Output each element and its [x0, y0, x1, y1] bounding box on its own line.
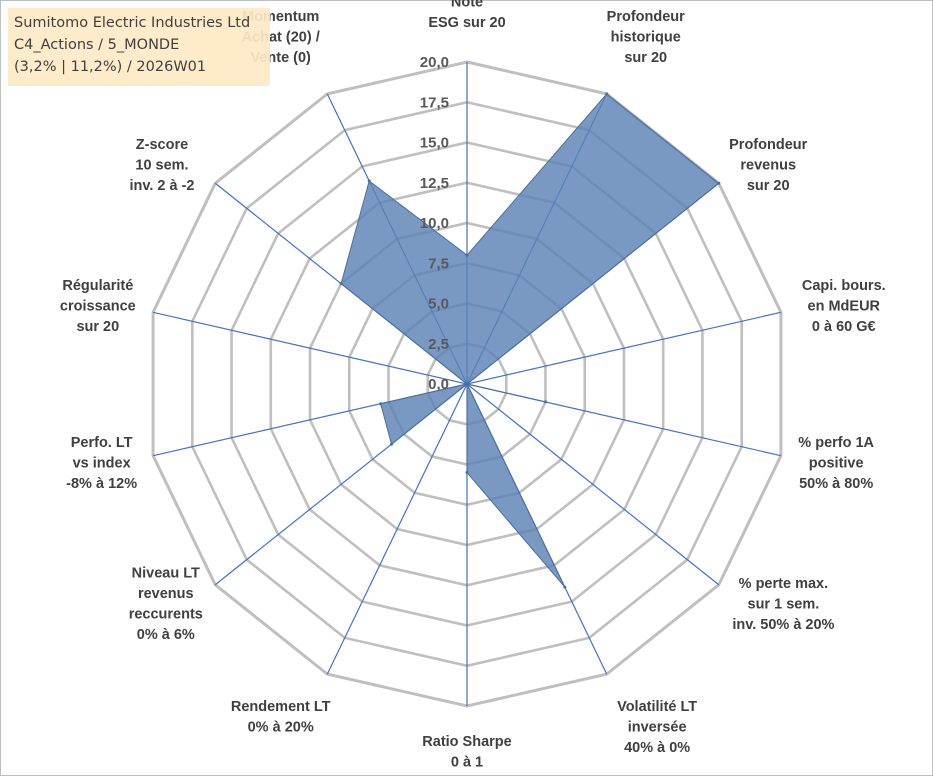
- tick-label: 17,5: [420, 94, 449, 111]
- spoke-3: [466, 311, 782, 385]
- data-point-7: [465, 471, 469, 475]
- category-label-5: % perte max. sur 1 sem. inv. 50% à 20%: [732, 576, 834, 633]
- title-line-category: C4_Actions / 5_MONDE: [14, 37, 180, 53]
- category-label-2: Profondeur revenus sur 20: [729, 137, 807, 194]
- spoke-5: [466, 383, 720, 586]
- tick-label: 0,0: [428, 376, 449, 393]
- category-label-11: Régularité croissance sur 20: [60, 278, 136, 335]
- tick-layer: 0,0 2,5 5,0 7,5 10,0 12,5 15,0 17,5 20,0: [420, 54, 449, 393]
- title-line-company: Sumitomo Electric Industries Ltd: [14, 15, 251, 31]
- series-layer: [339, 92, 721, 589]
- category-label-3: Capi. bours. en MdEUR 0 à 60 G€: [802, 278, 886, 335]
- tick-label: 7,5: [428, 255, 449, 272]
- category-label-0: Note ESG sur 20: [428, 0, 505, 31]
- chart-title: Sumitomo Electric Industries Ltd C4_Acti…: [14, 12, 250, 78]
- category-label-12: Z-score 10 sem. inv. 2 à -2: [129, 137, 194, 194]
- data-point-9: [389, 442, 393, 446]
- tick-label: 5,0: [428, 296, 449, 313]
- category-labels: Note ESG sur 20 Profondeur historique sur 20…: [60, 0, 886, 771]
- title-line-stats: (3,2% | 11,2%) / 2026W01: [14, 59, 207, 75]
- data-point-2: [717, 181, 721, 185]
- tick-label: 15,0: [420, 135, 449, 152]
- category-label-9: Niveau LT revenus reccurents 0% à 6%: [129, 566, 203, 644]
- data-point-1: [605, 92, 609, 96]
- data-point-4: [543, 400, 547, 404]
- tick-label: 10,0: [420, 215, 449, 232]
- category-label-10: Perfo. LT vs index -8% à 12%: [66, 435, 137, 492]
- data-point-10: [379, 402, 383, 406]
- data-point-12: [339, 282, 343, 286]
- tick-label: 12,5: [420, 175, 449, 192]
- spoke-8: [326, 383, 468, 675]
- category-label-1: Profondeur historique sur 20: [607, 9, 685, 66]
- data-point-11: [465, 382, 469, 386]
- category-label-6: Volatilité LT inversée 40% à 0%: [617, 699, 697, 756]
- category-label-8: Rendement LT 0% à 20%: [231, 699, 331, 736]
- data-point-6: [563, 585, 567, 589]
- spoke-11: [152, 311, 468, 385]
- title-box: [8, 8, 270, 86]
- tick-label: 20,0: [420, 54, 449, 71]
- category-label-4: % perfo 1A positive 50% à 80%: [798, 435, 874, 492]
- data-point-13: [367, 179, 371, 183]
- data-point-0: [465, 253, 469, 257]
- tick-label: 2,5: [428, 336, 449, 353]
- category-label-7: Ratio Sharpe 0 à 1: [422, 734, 511, 771]
